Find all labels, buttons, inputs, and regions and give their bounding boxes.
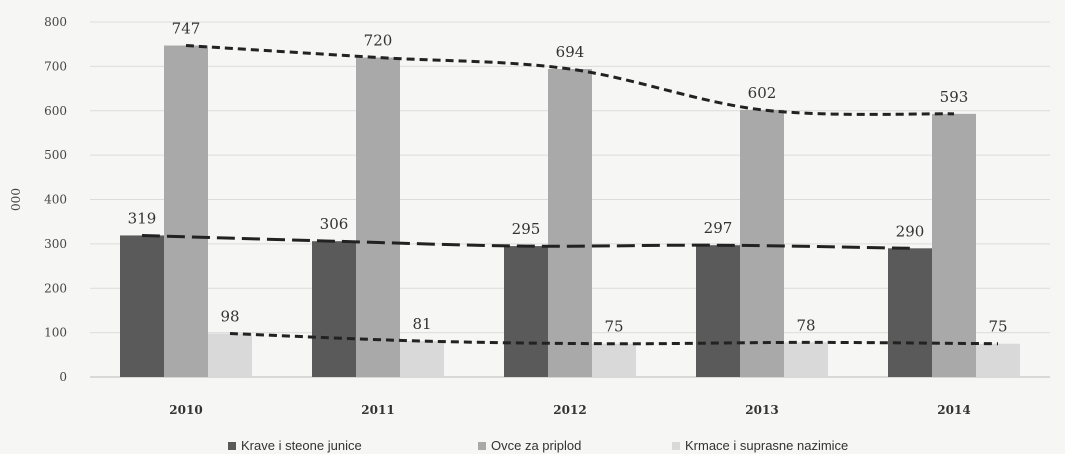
trend-line [141,233,911,250]
legend-swatch [672,442,680,450]
y-axis-title: 000 [9,188,23,211]
data-label: 694 [556,43,585,61]
bars [120,45,1020,378]
bar [400,341,444,377]
legend-label: Krave i steone junice [241,438,362,453]
trend-line [185,44,955,116]
bar [932,113,976,377]
trend-lines [141,44,999,346]
y-tick-label: 200 [44,281,67,295]
data-label: 602 [748,84,777,102]
data-label: 75 [604,318,623,336]
data-label: 75 [988,318,1007,336]
y-tick-label: 500 [44,148,67,162]
x-tick-label: 2012 [553,403,586,417]
legend-swatch [228,442,236,450]
bar [976,343,1020,377]
data-label: 720 [364,32,393,50]
bar [740,109,784,378]
y-tick-label: 100 [44,326,67,340]
legend-label: Ovce za priplod [491,438,581,453]
data-label: 290 [896,222,925,240]
x-tick-label: 2014 [937,403,970,417]
bar [120,235,164,377]
bar [208,333,252,377]
x-tick-label: 2010 [169,403,202,417]
bar [784,342,828,377]
bar [164,45,208,378]
data-label: 81 [412,315,431,333]
y-tick-label: 400 [44,193,67,207]
bar [888,248,932,377]
bar [312,241,356,377]
y-tick-label: 800 [44,15,67,29]
data-label: 306 [320,215,349,233]
legend-label: Krmace i suprasne nazimice [685,438,848,453]
trend-line [229,332,999,346]
bar [504,246,548,377]
y-tick-label: 0 [59,370,67,384]
y-tick-label: 600 [44,104,67,118]
legend: Krave i steone junice Ovce za priplod Krma… [228,438,848,453]
legend-swatch [478,442,486,450]
y-tick-label: 300 [44,237,67,251]
data-label: 295 [512,220,541,238]
data-label: 319 [128,209,157,227]
data-label: 78 [796,316,815,334]
data-label: 297 [704,219,733,237]
bar [696,245,740,377]
x-tick-label: 2013 [745,403,778,417]
bar [356,57,400,377]
bar [548,69,592,377]
y-tick-label: 700 [44,59,67,73]
data-label: 747 [172,20,201,38]
bar [592,343,636,377]
data-label: 593 [940,88,969,106]
data-labels: 319 747 98 306 720 81 295 694 75 297 602 78 290 593 75 [128,20,1008,336]
x-tick-label: 2011 [361,403,394,417]
data-label: 98 [220,308,239,326]
